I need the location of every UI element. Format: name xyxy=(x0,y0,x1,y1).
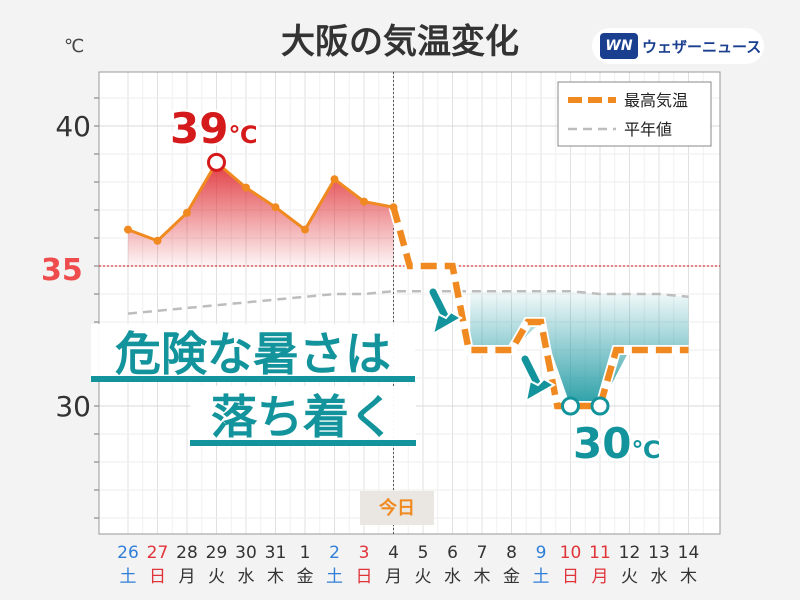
x-tick-date: 12 xyxy=(619,543,641,563)
plot-border xyxy=(98,71,721,535)
x-tick-date: 27 xyxy=(147,543,169,563)
x-tick-dow: 月 xyxy=(592,567,609,587)
x-tick-dow: 月 xyxy=(179,567,196,587)
x-tick-dow: 日 xyxy=(149,567,166,587)
min-point-marker xyxy=(561,396,580,416)
x-tick-date: 1 xyxy=(300,543,311,563)
hot-area xyxy=(128,162,394,266)
x-tick-dow: 水 xyxy=(238,567,255,587)
y-unit-label: ℃ xyxy=(64,36,85,57)
chart-title: 大阪の気温変化 xyxy=(281,22,519,62)
x-tick-date: 9 xyxy=(536,543,547,563)
x-tick-dow: 火 xyxy=(621,567,638,587)
x-tick-dow: 木 xyxy=(267,567,284,587)
data-point xyxy=(242,183,250,192)
weathernews-logo: WN ウェザーニュース xyxy=(592,28,764,64)
max-temp-unit: ℃ xyxy=(228,121,257,149)
message-text-2: 落ち着く xyxy=(211,390,395,444)
min-temp-unit: ℃ xyxy=(631,436,660,464)
x-tick-date: 8 xyxy=(506,543,517,563)
x-tick-dow: 土 xyxy=(533,567,550,587)
x-tick-date: 28 xyxy=(176,543,198,563)
x-tick-date: 29 xyxy=(206,543,228,563)
x-tick-dow: 土 xyxy=(326,567,343,587)
min-temp-value: 30 xyxy=(573,419,631,468)
x-tick-date: 10 xyxy=(560,543,582,563)
x-tick-date: 6 xyxy=(447,543,458,563)
x-tick-dow: 金 xyxy=(297,567,314,587)
y-tick-label: 30 xyxy=(55,390,91,423)
data-points xyxy=(124,152,610,416)
legend-normal-label: 平年値 xyxy=(624,120,672,139)
x-tick-dow: 木 xyxy=(680,567,697,587)
x-tick-date: 5 xyxy=(418,543,429,563)
x-tick-date: 30 xyxy=(235,543,257,563)
x-tick-date: 14 xyxy=(678,543,700,563)
down-arrow-icon xyxy=(519,353,556,403)
data-point xyxy=(360,197,368,206)
x-tick-dow: 水 xyxy=(444,567,461,587)
x-tick-dow: 火 xyxy=(208,567,225,587)
x-tick-date: 11 xyxy=(589,543,611,563)
min-point-marker xyxy=(590,396,610,416)
normal-series-line xyxy=(127,289,689,315)
x-tick-date: 26 xyxy=(117,543,139,563)
message-line-1: 危険な暑さは xyxy=(91,324,415,382)
x-tick-dow: 日 xyxy=(562,567,579,587)
data-point xyxy=(389,203,398,212)
x-tick-date: 3 xyxy=(359,543,370,563)
x-axis-ticks: 26土27日28月29火30水31木1金2土3日4月5火6水7木8金9土10日1… xyxy=(117,543,699,587)
forecast-series-line xyxy=(390,206,689,410)
x-tick-dow: 火 xyxy=(415,567,432,587)
x-tick-dow: 土 xyxy=(120,567,137,587)
x-tick-date: 4 xyxy=(388,543,399,563)
data-point xyxy=(301,225,309,234)
down-arrow-icon xyxy=(427,286,463,337)
data-point xyxy=(183,208,191,217)
today-label: 今日 xyxy=(379,497,415,519)
x-tick-date: 2 xyxy=(329,543,340,563)
data-point xyxy=(330,175,339,184)
x-tick-dow: 日 xyxy=(356,567,373,587)
logo-mark: WN xyxy=(600,33,638,59)
x-tick-dow: 木 xyxy=(474,567,491,587)
today-marker: 今日 xyxy=(360,491,434,525)
x-tick-date: 13 xyxy=(648,543,670,563)
y-axis-ticks: 30 40 xyxy=(55,110,91,423)
x-tick-dow: 金 xyxy=(503,567,520,587)
threshold-label: 35 xyxy=(41,253,83,288)
y-tick-label: 40 xyxy=(55,110,91,143)
x-tick-dow: 水 xyxy=(651,567,668,587)
data-point xyxy=(124,225,132,234)
x-tick-date: 7 xyxy=(477,543,488,563)
observed-series-line xyxy=(127,160,394,243)
max-point-marker xyxy=(207,152,226,172)
max-temp-value: 39 xyxy=(170,104,228,153)
min-temp-label: 30℃ xyxy=(573,419,661,468)
max-temp-label: 39℃ xyxy=(170,104,258,153)
message-text-1: 危険な暑さは xyxy=(115,327,391,381)
data-point xyxy=(271,203,280,212)
x-tick-dow: 月 xyxy=(385,567,402,587)
legend-forecast-label: 最高気温 xyxy=(624,91,688,110)
x-tick-date: 31 xyxy=(265,543,287,563)
logo-text: ウェザーニュース xyxy=(642,37,762,56)
legend: 最高気温 平年値 xyxy=(557,81,712,147)
data-point xyxy=(153,236,162,245)
message-line-2: 落ち着く xyxy=(190,386,416,446)
